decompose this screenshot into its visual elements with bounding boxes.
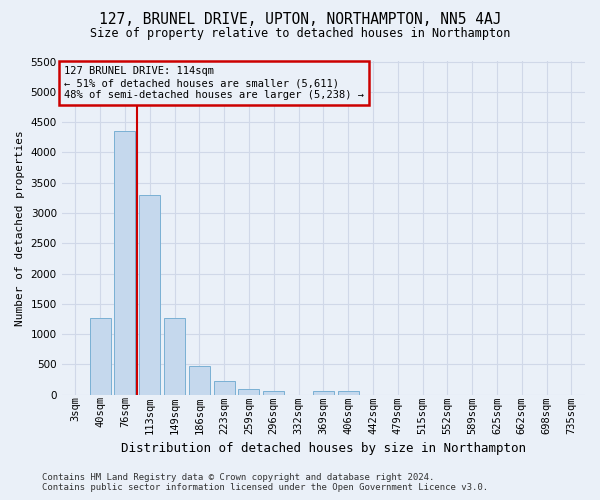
Bar xyxy=(89,318,110,395)
Bar xyxy=(139,195,160,395)
Text: Size of property relative to detached houses in Northampton: Size of property relative to detached ho… xyxy=(90,28,510,40)
Text: 127 BRUNEL DRIVE: 114sqm
← 51% of detached houses are smaller (5,611)
48% of sem: 127 BRUNEL DRIVE: 114sqm ← 51% of detach… xyxy=(64,66,364,100)
Bar xyxy=(164,318,185,395)
Bar xyxy=(313,391,334,395)
Y-axis label: Number of detached properties: Number of detached properties xyxy=(15,130,25,326)
Text: Contains HM Land Registry data © Crown copyright and database right 2024.
Contai: Contains HM Land Registry data © Crown c… xyxy=(42,473,488,492)
Bar xyxy=(189,366,210,395)
Bar xyxy=(214,382,235,395)
Bar xyxy=(338,391,359,395)
Text: 127, BRUNEL DRIVE, UPTON, NORTHAMPTON, NN5 4AJ: 127, BRUNEL DRIVE, UPTON, NORTHAMPTON, N… xyxy=(99,12,501,28)
X-axis label: Distribution of detached houses by size in Northampton: Distribution of detached houses by size … xyxy=(121,442,526,455)
Bar xyxy=(115,131,136,395)
Bar xyxy=(238,390,259,395)
Bar xyxy=(263,391,284,395)
